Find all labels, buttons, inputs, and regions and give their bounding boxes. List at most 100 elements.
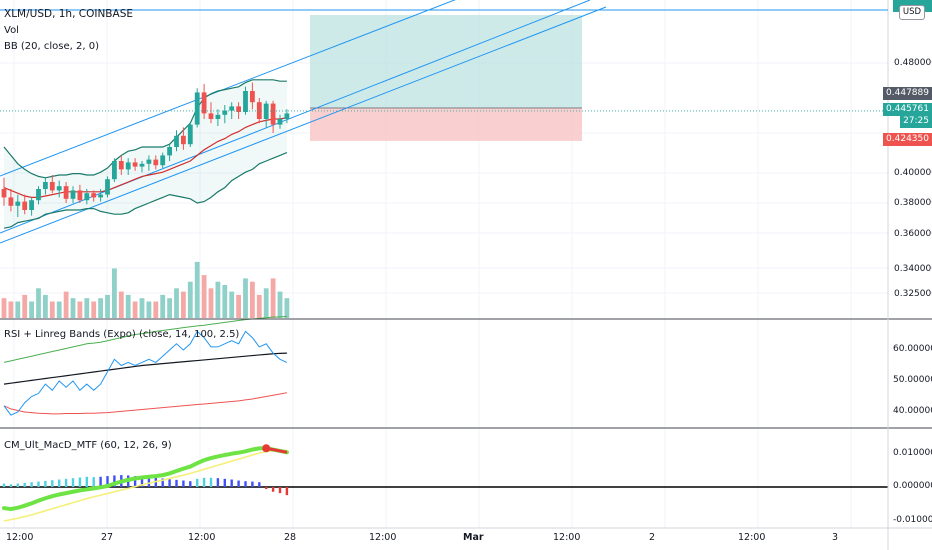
volume-bar (277, 291, 283, 318)
time-label: 3 (832, 532, 839, 543)
macd-histogram-bar (161, 478, 164, 487)
volume-bar (70, 298, 76, 318)
volume-bar (187, 281, 193, 318)
time-label: 12:00 (6, 532, 34, 543)
macd-histogram-bar (64, 478, 68, 487)
volume-bar (8, 301, 14, 318)
macd-histogram-bar (223, 478, 226, 487)
time-label: 28 (284, 532, 297, 543)
macd-histogram-bar (285, 487, 289, 496)
macd-line (2, 446, 289, 512)
macd-histogram-bar (133, 476, 137, 487)
macd-indicator-label[interactable]: CM_Ult_MacD_MTF (60, 12, 26, 9) (4, 440, 172, 451)
time-label: 12:00 (188, 532, 216, 543)
volume-bar (77, 301, 83, 318)
volume-bar (284, 298, 290, 318)
macd-histogram-bar (258, 482, 261, 487)
bollinger-basis-line (3, 117, 288, 198)
volume-bar (194, 261, 200, 318)
macd-histogram-bar (175, 479, 178, 487)
rsi-tick: 60.000000 (893, 344, 932, 354)
volume-indicator-label[interactable]: Vol (4, 25, 19, 36)
rsi-basis-line (3, 352, 287, 385)
macd-histogram-bar (202, 477, 206, 487)
candle-body (84, 193, 90, 201)
macd-histogram-bar (71, 478, 75, 487)
candle-body (43, 182, 48, 189)
macd-histogram-bar (140, 476, 144, 487)
candle-body (91, 193, 97, 198)
currency-button[interactable]: USD (899, 5, 925, 20)
time-label: 27 (101, 532, 114, 543)
candle-body (8, 197, 14, 206)
macd-histogram-bar (271, 487, 275, 492)
candle-body (112, 161, 117, 180)
candle-body (208, 113, 214, 119)
candle-body (118, 161, 124, 170)
macd-histogram-bar (78, 477, 82, 487)
candle-body (160, 155, 166, 166)
candle-body (125, 162, 131, 170)
time-label: 2 (649, 532, 656, 543)
candle-countdown: 27:25 (900, 115, 932, 128)
volume-bar (15, 301, 21, 318)
macd-tick: 0.010000 (893, 448, 932, 458)
volume-bar (1, 298, 7, 318)
macd-histogram-bar (9, 484, 13, 487)
macd-signal-line (3, 449, 287, 522)
candle-body (70, 190, 76, 199)
candle-body (98, 194, 103, 198)
candle-body (49, 182, 55, 191)
macd-pane[interactable] (0, 444, 888, 522)
candle-body (250, 91, 255, 103)
macd-histogram-bar (44, 480, 47, 487)
candle-body (167, 147, 172, 156)
volume-bar (84, 298, 90, 318)
volume-bar (98, 298, 103, 318)
volume-bar (49, 301, 55, 318)
rsi-pane[interactable] (3, 316, 288, 416)
volume-bar (146, 301, 152, 318)
symbol-title[interactable]: XLM/USD, 1h, COINBASE (4, 8, 133, 20)
price-pane[interactable] (0, 0, 888, 318)
candle-body (284, 113, 290, 119)
macd-histogram-bar (278, 487, 282, 494)
candle-body (15, 201, 21, 206)
candle-body (201, 92, 207, 114)
volume-bar (91, 301, 97, 318)
macd-histogram-bar (30, 482, 33, 487)
candle-body (29, 200, 34, 210)
macd-histogram-bar (154, 477, 157, 487)
volume-bar (270, 278, 276, 318)
macd-histogram-bar (106, 476, 109, 487)
candle-body (236, 106, 241, 112)
candle-body (243, 91, 248, 112)
macd-histogram-bar (99, 476, 102, 487)
rsi-indicator-label[interactable]: RSI + Linreg Bands (Expo) (close, 14, 10… (4, 329, 240, 340)
time-label: 12:00 (369, 532, 397, 543)
rsi-upper-band (3, 316, 287, 363)
rsi-lower-band (3, 392, 287, 415)
volume-bar (63, 291, 69, 318)
volume-bar (118, 291, 124, 318)
bollinger-bands-label[interactable]: BB (20, close, 2, 0) (4, 41, 99, 52)
macd-histogram-bar (85, 476, 88, 487)
macd-histogram-bar (113, 475, 116, 487)
volume-bar (263, 288, 269, 318)
volume-bar (153, 301, 159, 318)
volume-bar (56, 301, 62, 318)
loss-zone (310, 107, 582, 141)
candle-body (105, 179, 110, 195)
macd-histogram-bar (230, 479, 233, 487)
volume-bar (43, 294, 48, 318)
candle-body (181, 135, 186, 145)
macd-histogram-bar (92, 477, 95, 487)
candle-body (277, 119, 283, 125)
candle-body (256, 102, 262, 119)
